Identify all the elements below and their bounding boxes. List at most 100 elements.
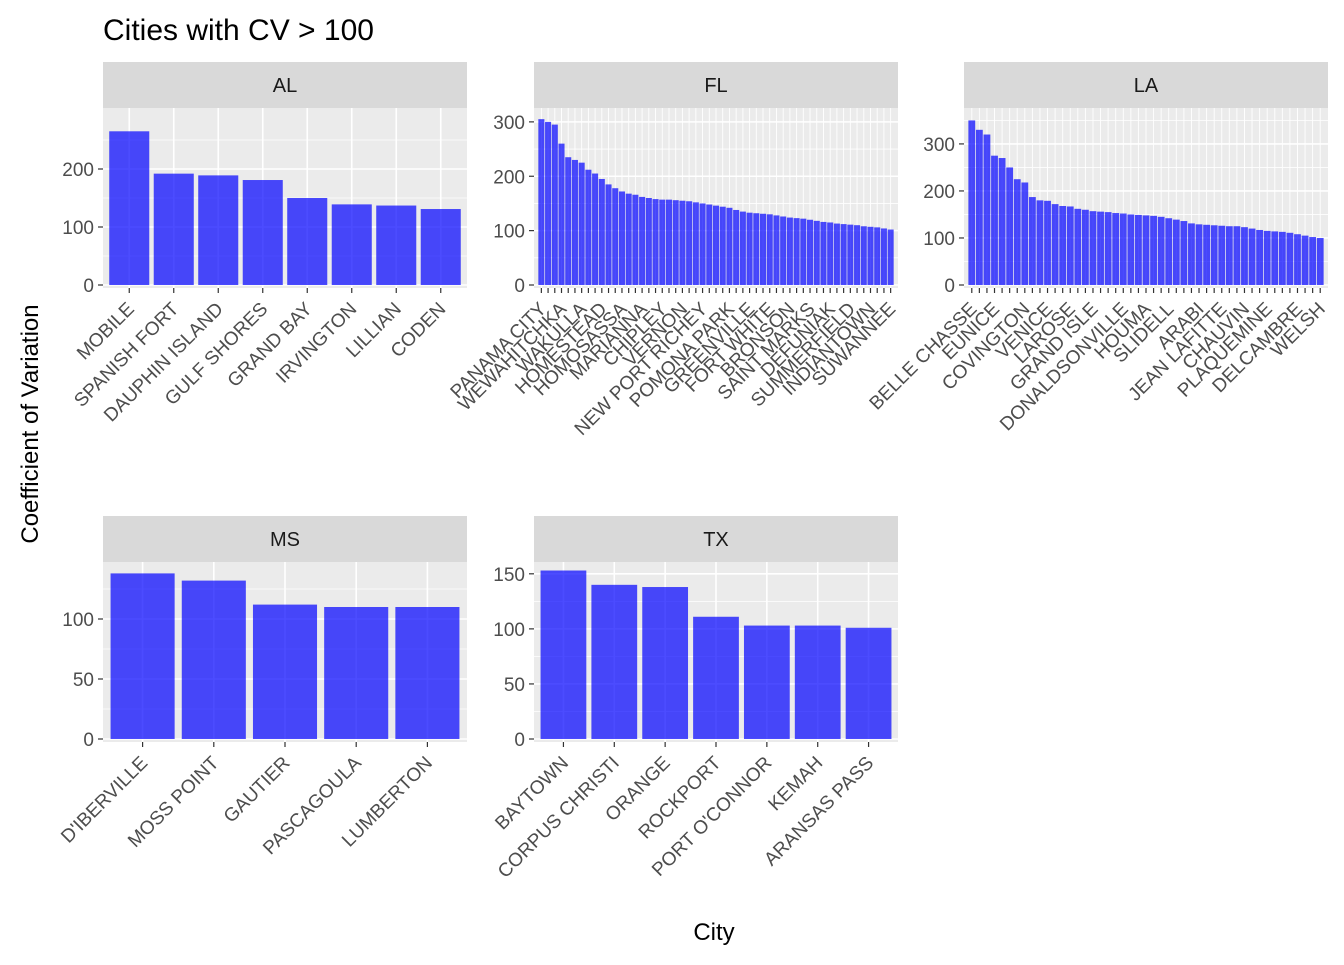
bar — [153, 173, 194, 285]
bar — [845, 627, 892, 739]
y-tick-label: 50 — [504, 675, 525, 696]
bar — [545, 121, 552, 285]
bar — [1278, 231, 1286, 285]
y-tick-label: 100 — [62, 610, 94, 631]
y-tick-label: 100 — [493, 620, 525, 641]
bar — [625, 193, 632, 285]
bar — [712, 205, 720, 285]
bar — [639, 196, 646, 285]
bar — [1150, 215, 1157, 285]
bar — [794, 625, 841, 739]
bar — [242, 180, 283, 285]
bar — [585, 169, 592, 285]
bar — [540, 570, 587, 739]
bar — [1059, 205, 1067, 285]
bar — [376, 205, 417, 285]
bar — [1309, 237, 1317, 285]
bar — [807, 219, 814, 285]
bar — [800, 218, 807, 285]
bar — [686, 201, 693, 285]
bar — [719, 206, 726, 285]
bar — [324, 607, 389, 739]
y-tick-label: 0 — [514, 276, 525, 297]
bar — [591, 584, 638, 739]
facet-strip — [964, 62, 1328, 108]
bar — [618, 191, 625, 285]
bar — [652, 199, 659, 285]
facet-strip-label: FL — [704, 75, 727, 97]
bar — [1006, 167, 1014, 285]
bar — [1127, 214, 1135, 285]
x-tick-label: GAUTIER — [220, 753, 295, 828]
bar — [968, 120, 976, 286]
bar — [1180, 221, 1188, 285]
bar — [766, 214, 773, 285]
y-tick-label: 300 — [923, 135, 955, 156]
facet-strip — [103, 516, 467, 562]
bar — [1301, 235, 1309, 285]
bar — [592, 173, 599, 285]
bar — [665, 199, 673, 285]
bar — [1286, 232, 1294, 285]
facet-strip-label: AL — [273, 75, 297, 97]
bar — [786, 217, 793, 285]
bar — [847, 224, 854, 285]
bar — [753, 213, 760, 285]
bar — [1172, 219, 1180, 285]
bar — [558, 143, 565, 285]
bar — [198, 175, 239, 285]
bar — [1241, 227, 1248, 285]
y-tick-label: 100 — [62, 218, 94, 239]
bar — [598, 178, 605, 285]
bar — [874, 227, 881, 285]
bar — [860, 226, 867, 285]
y-tick-label: 300 — [493, 113, 525, 134]
y-tick-label: 200 — [923, 182, 955, 203]
bar — [1203, 224, 1211, 285]
bar — [1119, 213, 1127, 285]
bar — [1188, 223, 1195, 285]
bar — [1165, 218, 1173, 285]
facet-strip — [534, 516, 898, 562]
bar — [867, 226, 874, 285]
facet-strip — [103, 62, 467, 108]
bar — [659, 199, 666, 285]
bar — [1248, 228, 1256, 285]
bar — [1036, 200, 1044, 285]
bar — [1097, 211, 1104, 285]
y-tick-label: 100 — [923, 229, 955, 250]
bar — [1263, 230, 1271, 285]
facet-strip-label: TX — [703, 529, 729, 551]
bar — [743, 625, 790, 739]
y-tick-label: 50 — [73, 670, 94, 691]
bar — [181, 580, 246, 739]
bar — [679, 200, 686, 285]
bar — [1066, 206, 1074, 285]
bar — [1081, 209, 1089, 285]
bar — [820, 221, 827, 285]
bar — [395, 607, 460, 739]
bar — [699, 203, 706, 285]
bar — [692, 202, 699, 285]
y-tick-label: 0 — [514, 730, 525, 751]
x-axis-label: City — [693, 919, 734, 946]
y-tick-label: 200 — [493, 167, 525, 188]
bar — [1013, 179, 1021, 285]
bar — [1104, 212, 1112, 285]
bar — [287, 198, 328, 285]
chart-title: Cities with CV > 100 — [103, 14, 374, 47]
bar — [565, 157, 572, 285]
bar — [642, 587, 689, 739]
bar — [1112, 213, 1120, 285]
y-tick-label: 150 — [493, 565, 525, 586]
bar — [1074, 208, 1082, 285]
bar — [733, 209, 740, 285]
bar — [840, 224, 847, 285]
bar — [645, 198, 652, 285]
bar — [759, 213, 767, 285]
